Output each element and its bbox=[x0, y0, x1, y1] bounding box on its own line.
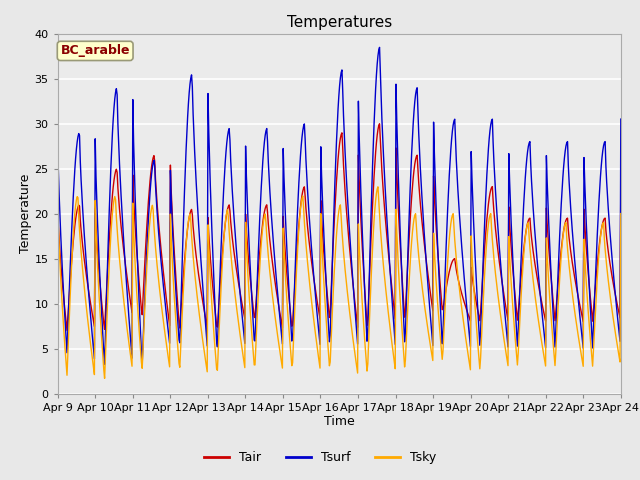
Tair bbox=[617, 184, 625, 190]
Tsky bbox=[210, 325, 218, 331]
Tair bbox=[210, 292, 218, 298]
Tsurf bbox=[180, 211, 188, 217]
Tsurf bbox=[54, 130, 61, 135]
Tsky bbox=[617, 211, 625, 216]
Tsurf bbox=[617, 116, 625, 122]
Tair bbox=[123, 270, 131, 276]
Tsurf bbox=[100, 361, 108, 367]
Tsurf bbox=[210, 268, 218, 274]
Tsky bbox=[54, 192, 61, 199]
Tair bbox=[376, 121, 383, 127]
Tair bbox=[54, 202, 61, 207]
Text: BC_arable: BC_arable bbox=[60, 44, 130, 58]
Tair bbox=[65, 303, 72, 309]
Tsky bbox=[180, 281, 188, 287]
Tsurf bbox=[410, 120, 417, 126]
X-axis label: Time: Time bbox=[324, 415, 355, 429]
Tsky bbox=[374, 184, 382, 190]
Tsurf bbox=[426, 305, 433, 311]
Tsky bbox=[64, 352, 72, 358]
Line: Tsky: Tsky bbox=[58, 187, 621, 378]
Tair bbox=[410, 175, 417, 180]
Line: Tsurf: Tsurf bbox=[58, 48, 621, 364]
Tsky bbox=[100, 375, 108, 381]
Y-axis label: Temperature: Temperature bbox=[19, 174, 31, 253]
Tsky bbox=[123, 322, 131, 327]
Tair bbox=[63, 327, 71, 333]
Tair bbox=[180, 268, 188, 274]
Tair bbox=[426, 285, 433, 291]
Line: Tair: Tair bbox=[58, 124, 621, 330]
Tsky bbox=[426, 338, 433, 344]
Legend: Tair, Tsurf, Tsky: Tair, Tsurf, Tsky bbox=[198, 446, 442, 469]
Tsurf bbox=[64, 328, 72, 334]
Title: Temperatures: Temperatures bbox=[287, 15, 392, 30]
Tsurf bbox=[123, 281, 131, 287]
Tsky bbox=[410, 222, 417, 228]
Tsurf bbox=[376, 45, 383, 50]
